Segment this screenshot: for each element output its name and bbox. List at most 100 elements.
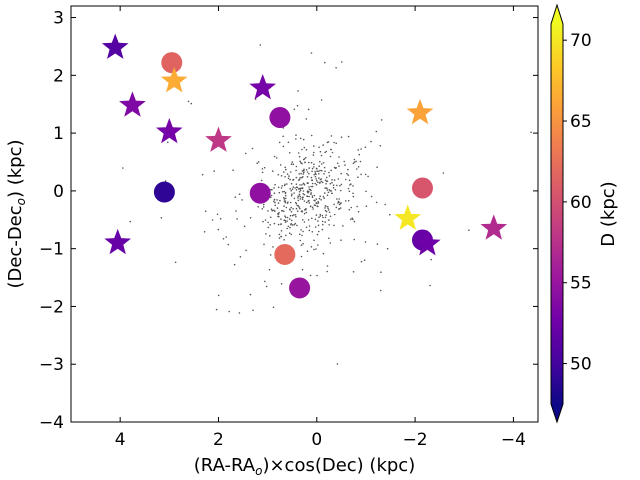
background-point (305, 211, 308, 214)
background-point (269, 216, 272, 219)
background-point (238, 312, 241, 314)
background-point (305, 149, 308, 151)
background-point (314, 170, 316, 173)
background-point (286, 183, 288, 185)
background-point (335, 142, 338, 144)
background-point (272, 306, 275, 309)
background-point (357, 149, 360, 151)
background-point (442, 172, 445, 174)
background-point (289, 178, 291, 181)
background-point (278, 141, 281, 144)
background-point (294, 214, 297, 216)
background-point (283, 196, 285, 199)
background-point (313, 204, 316, 206)
background-point (306, 195, 309, 198)
background-point (318, 177, 320, 179)
star-marker (101, 33, 129, 59)
background-point (252, 309, 254, 312)
background-point (295, 169, 297, 172)
background-point (293, 214, 295, 216)
background-point (324, 221, 327, 223)
background-point (296, 224, 298, 227)
background-point (273, 200, 275, 203)
background-point (279, 164, 282, 166)
colorbar-outline (550, 3, 564, 424)
background-point (380, 289, 382, 292)
background-point (318, 165, 321, 167)
background-point (311, 196, 314, 199)
background-point (310, 192, 313, 194)
background-point (293, 192, 295, 194)
background-point (310, 246, 313, 248)
background-point (281, 191, 284, 193)
background-point (352, 195, 355, 198)
background-point (324, 61, 326, 64)
background-point (261, 168, 264, 170)
background-point (308, 225, 311, 227)
background-point (300, 187, 303, 189)
background-point (337, 178, 340, 180)
background-point (323, 173, 325, 175)
background-point (317, 170, 320, 173)
background-point (346, 172, 348, 175)
background-point (302, 173, 305, 175)
background-point (219, 217, 222, 220)
background-point (290, 211, 293, 213)
background-point (283, 239, 285, 241)
background-point (280, 283, 283, 285)
circle-marker (289, 277, 311, 299)
background-point (310, 161, 313, 164)
background-point (343, 160, 346, 163)
background-point (295, 202, 298, 205)
background-point (310, 176, 313, 179)
background-point (274, 204, 277, 207)
background-point (340, 239, 342, 241)
background-point (317, 205, 319, 208)
background-point (318, 197, 321, 200)
background-point (384, 203, 387, 206)
background-point (328, 237, 330, 240)
y-tick-label: −2 (39, 297, 64, 317)
background-point (295, 134, 297, 136)
background-point (318, 216, 320, 219)
background-point (283, 171, 285, 173)
background-point (290, 189, 293, 192)
star-marker (406, 98, 434, 125)
background-point (308, 186, 310, 188)
background-point (301, 234, 303, 237)
background-point (239, 255, 242, 258)
background-point (530, 131, 532, 134)
background-point (353, 238, 356, 241)
background-point (299, 184, 301, 186)
background-point (267, 210, 269, 212)
background-point (273, 192, 276, 194)
background-point (306, 182, 309, 184)
y-axis-ticks: 3 2 1 0 −1 −2 −3 −4 (39, 9, 538, 433)
background-point (291, 188, 294, 190)
background-point (302, 190, 305, 192)
background-point (262, 220, 264, 223)
background-point (302, 182, 305, 185)
background-point (298, 173, 301, 175)
background-point (287, 225, 290, 228)
background-point (274, 201, 276, 204)
background-point (308, 195, 311, 198)
y-tick-label: 0 (53, 182, 64, 202)
background-point (325, 210, 328, 213)
background-point (338, 165, 340, 167)
background-point (313, 194, 316, 197)
background-point (314, 172, 317, 174)
circle-marker (249, 182, 271, 204)
background-point (295, 138, 297, 140)
background-point (302, 169, 305, 172)
background-point (320, 154, 323, 157)
x-tick-label: 4 (115, 430, 126, 450)
background-point (298, 206, 301, 208)
background-point (269, 235, 271, 237)
background-point (270, 208, 273, 210)
background-point (321, 181, 324, 184)
background-point (338, 156, 340, 158)
background-point (164, 180, 167, 182)
background-point (277, 186, 280, 189)
background-point (289, 208, 291, 210)
